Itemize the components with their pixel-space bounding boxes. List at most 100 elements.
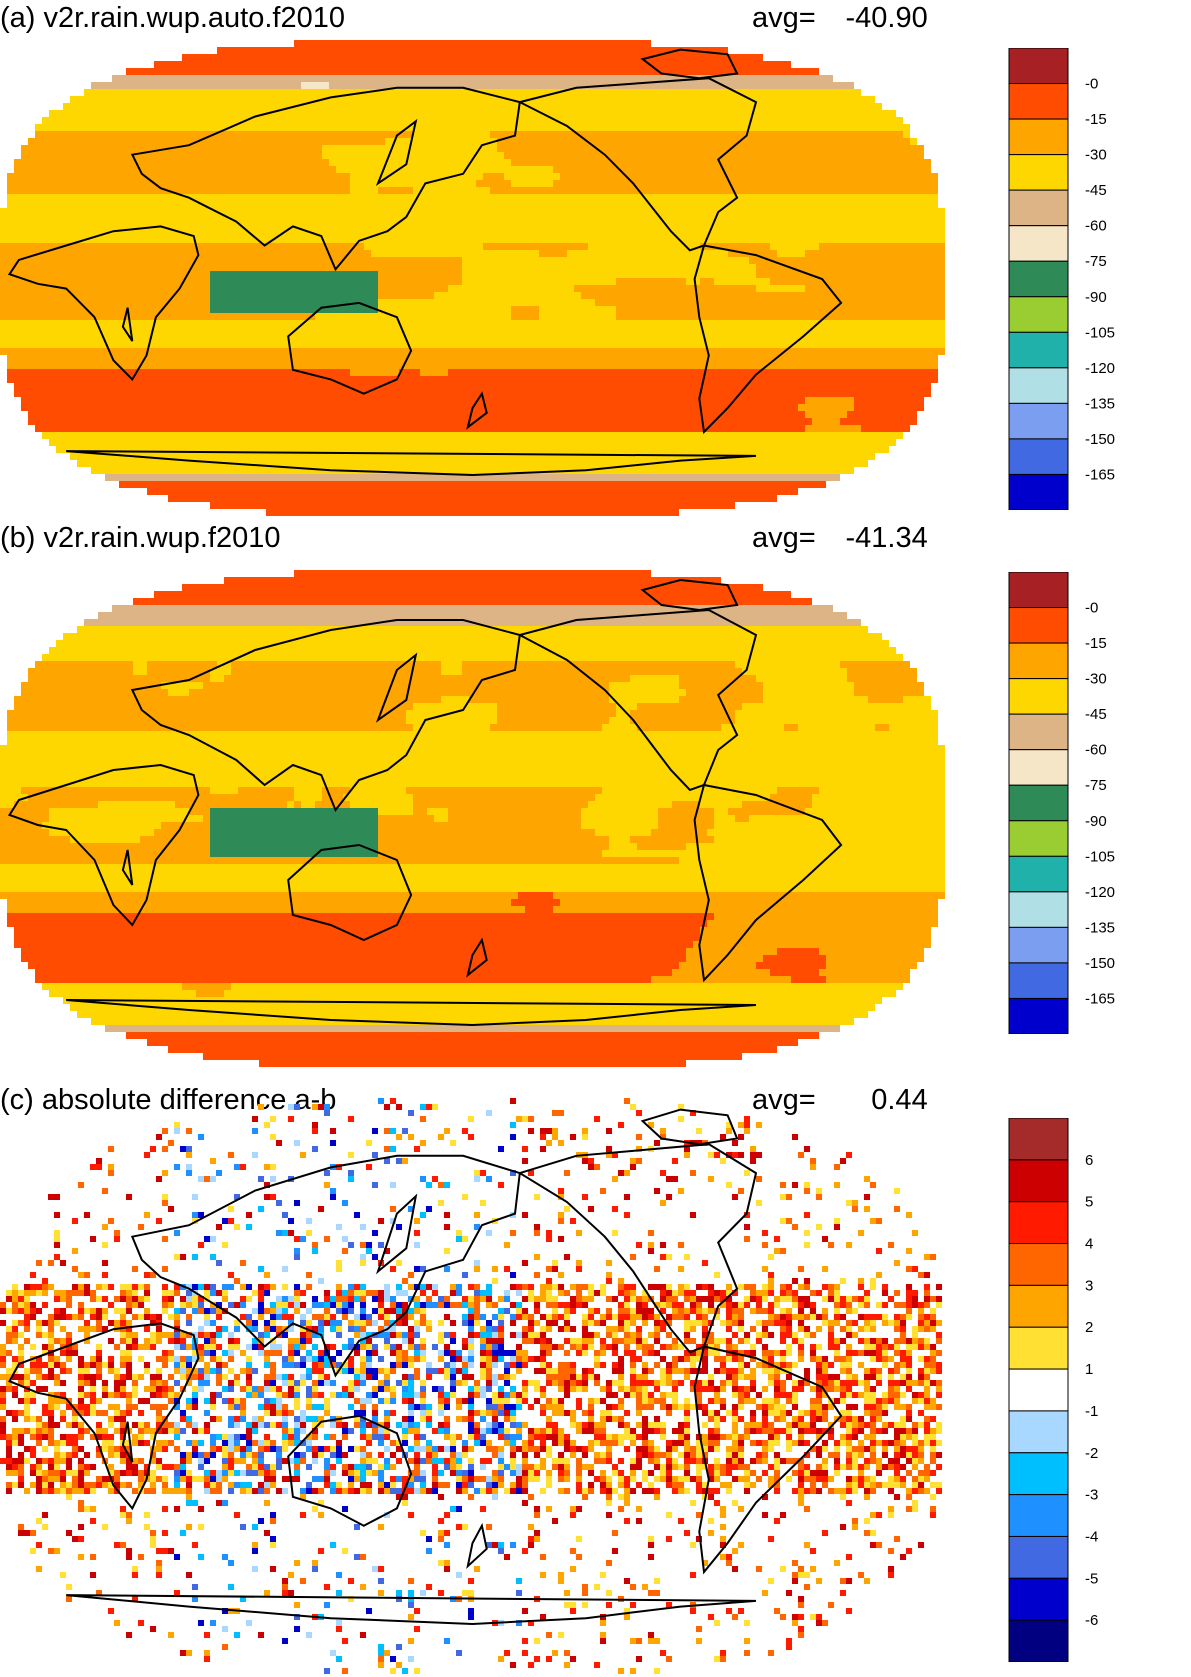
map-cell	[784, 208, 791, 215]
map-cell	[287, 82, 294, 89]
map-cell	[560, 180, 567, 187]
map-cell	[532, 278, 539, 285]
map-cell	[917, 145, 924, 152]
map-cell	[357, 117, 364, 124]
map-cell	[308, 299, 315, 306]
map-cell	[7, 306, 14, 313]
map-cell	[266, 173, 273, 180]
map-cell	[357, 320, 364, 327]
map-cell	[406, 292, 413, 299]
map-cell	[700, 215, 707, 222]
map-cell	[497, 61, 504, 68]
map-cell	[735, 82, 742, 89]
map-cell	[413, 124, 420, 131]
map-cell	[343, 292, 350, 299]
map-cell	[112, 229, 119, 236]
map-cell	[931, 250, 938, 257]
map-cell	[721, 299, 728, 306]
map-cell	[399, 250, 406, 257]
map-cell	[168, 131, 175, 138]
map-cell	[21, 320, 28, 327]
map-cell	[217, 292, 224, 299]
map-cell	[448, 54, 455, 61]
map-cell	[868, 236, 875, 243]
map-cell	[777, 250, 784, 257]
map-cell	[875, 292, 882, 299]
map-cell	[700, 159, 707, 166]
map-cell	[728, 124, 735, 131]
map-cell	[770, 159, 777, 166]
map-cell	[231, 320, 238, 327]
map-cell	[602, 208, 609, 215]
map-cell	[777, 222, 784, 229]
map-cell	[546, 187, 553, 194]
map-cell	[147, 110, 154, 117]
map-cell	[182, 201, 189, 208]
map-cell	[637, 180, 644, 187]
map-cell	[581, 257, 588, 264]
map-cell	[735, 110, 742, 117]
map-cell	[77, 236, 84, 243]
map-cell	[721, 110, 728, 117]
map-cell	[350, 89, 357, 96]
map-cell	[140, 299, 147, 306]
map-cell	[119, 103, 126, 110]
map-cell	[413, 306, 420, 313]
map-cell	[301, 271, 308, 278]
map-cell	[784, 152, 791, 159]
map-cell	[357, 285, 364, 292]
map-cell	[469, 320, 476, 327]
map-cell	[210, 152, 217, 159]
map-cell	[336, 243, 343, 250]
map-cell	[98, 159, 105, 166]
map-cell	[483, 194, 490, 201]
map-cell	[308, 96, 315, 103]
map-cell	[574, 285, 581, 292]
map-cell	[714, 306, 721, 313]
map-cell	[301, 75, 308, 82]
map-cell	[378, 264, 385, 271]
map-cell	[826, 299, 833, 306]
map-cell	[434, 166, 441, 173]
map-cell	[770, 215, 777, 222]
map-cell	[336, 236, 343, 243]
map-cell	[483, 278, 490, 285]
map-cell	[420, 306, 427, 313]
map-cell	[518, 215, 525, 222]
map-cell	[77, 208, 84, 215]
map-cell	[686, 117, 693, 124]
map-cell	[588, 264, 595, 271]
map-cell	[490, 61, 497, 68]
map-cell	[455, 264, 462, 271]
map-cell	[588, 117, 595, 124]
map-cell	[175, 173, 182, 180]
map-cell	[784, 271, 791, 278]
map-cell	[707, 278, 714, 285]
map-cell	[735, 278, 742, 285]
map-cell	[602, 89, 609, 96]
map-cell	[833, 194, 840, 201]
map-cell	[756, 96, 763, 103]
map-cell	[385, 75, 392, 82]
map-cell	[119, 152, 126, 159]
map-cell	[371, 208, 378, 215]
map-cell	[644, 173, 651, 180]
map-cell	[854, 194, 861, 201]
map-cell	[651, 299, 658, 306]
map-cell	[133, 103, 140, 110]
map-cell	[889, 124, 896, 131]
map-cell	[931, 229, 938, 236]
map-cell	[567, 208, 574, 215]
map-cell	[595, 145, 602, 152]
map-cell	[210, 306, 217, 313]
map-cell	[567, 236, 574, 243]
map-cell	[259, 292, 266, 299]
map-cell	[63, 131, 70, 138]
map-cell	[35, 306, 42, 313]
map-cell	[616, 215, 623, 222]
map-cell	[98, 110, 105, 117]
map-cell	[490, 89, 497, 96]
map-cell	[455, 320, 462, 327]
map-cell	[700, 89, 707, 96]
map-cell	[609, 215, 616, 222]
